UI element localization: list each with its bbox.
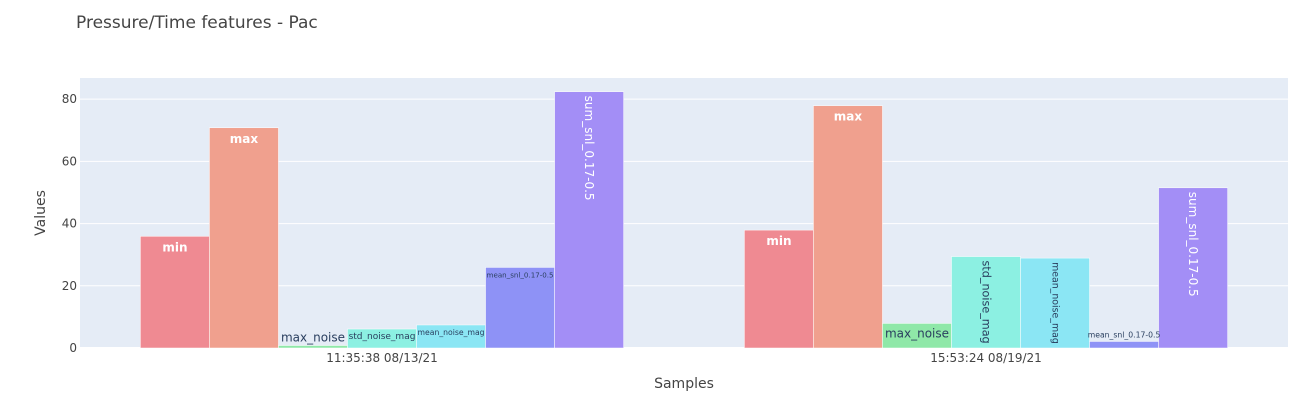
- bar-label: min: [162, 240, 187, 254]
- y-tick-label: 20: [62, 279, 77, 293]
- y-axis-title: Values: [33, 190, 49, 236]
- bar-label: std_noise_mag: [349, 332, 416, 342]
- bar[interactable]: [278, 345, 348, 349]
- chart-title: Pressure/Time features - Pac: [76, 13, 318, 33]
- bar-label: max: [230, 132, 259, 146]
- bar[interactable]: [882, 323, 952, 349]
- bar-label: mean_noise_mag: [1050, 262, 1061, 344]
- y-tick-label: 80: [62, 92, 77, 106]
- bar-label: max_noise: [885, 326, 949, 340]
- y-tick-label: 0: [69, 341, 77, 355]
- y-axis-ticks: 0 20 40 60 80: [62, 92, 77, 355]
- bar[interactable]: [1158, 187, 1228, 349]
- bar-label: max_noise: [281, 331, 345, 345]
- bar[interactable]: [744, 229, 814, 349]
- bar-label: max: [834, 110, 863, 124]
- bar[interactable]: [140, 236, 210, 349]
- bar[interactable]: [485, 267, 555, 349]
- x-axis-ticks: 11:35:38 08/13/21 15:53:24 08/19/21: [326, 351, 1042, 365]
- bar[interactable]: [1020, 257, 1090, 349]
- bar[interactable]: [951, 256, 1021, 349]
- bar[interactable]: [1089, 341, 1159, 349]
- bar[interactable]: [813, 105, 883, 349]
- bar-label: std_noise_mag: [980, 261, 993, 344]
- bar[interactable]: [209, 127, 279, 349]
- x-tick-label: 11:35:38 08/13/21: [326, 351, 438, 365]
- bars: [140, 91, 1228, 349]
- bar-label: mean_noise_mag: [418, 328, 485, 337]
- bar-label: min: [766, 234, 791, 248]
- y-tick-label: 60: [62, 154, 77, 168]
- bar[interactable]: [554, 91, 624, 349]
- bar-label: sum_snl_0.17-0.5: [582, 96, 596, 201]
- bar-label: mean_snl_0.17-0.5: [1088, 330, 1161, 339]
- x-axis-title: Samples: [654, 376, 714, 392]
- x-tick-label: 15:53:24 08/19/21: [930, 351, 1042, 365]
- bar-label: sum_snl_0.17-0.5: [1186, 192, 1200, 297]
- bar-label: mean_snl_0.17-0.5: [487, 270, 554, 279]
- y-tick-label: 40: [62, 217, 77, 231]
